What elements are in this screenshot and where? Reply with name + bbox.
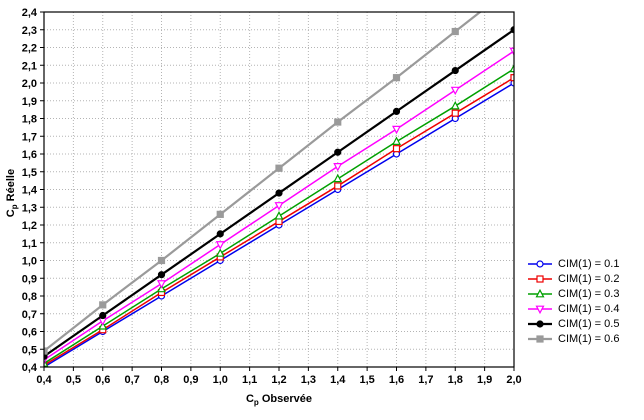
legend-item: CIM(1) = 0.4 [527,303,619,315]
y-tick-label: 2,2 [22,43,37,55]
x-tick-label: 1,6 [389,374,404,386]
legend-marker-icon [528,320,552,328]
y-tick-label: 0,5 [22,344,37,356]
legend-item: CIM(1) = 0.3 [527,288,619,300]
y-tick-label: 0,4 [22,362,38,374]
y-tick-label: 1,7 [22,131,37,143]
y-tick-label: 1,8 [22,114,37,126]
y-tick-label: 1,5 [22,167,37,179]
x-tick-label: 2,0 [506,374,521,386]
x-tick-label: 1,8 [448,374,463,386]
y-tick-label: 2,1 [22,60,37,72]
x-tick-label: 1,7 [418,374,433,386]
x-tick-label: 1,0 [213,374,228,386]
legend-label: CIM(1) = 0.6 [558,333,620,345]
series-10.4 [44,47,514,365]
series-10.5 [44,26,514,360]
legend-label: CIM(1) = 0.4 [558,303,620,315]
x-tick-label: 1,3 [301,374,316,386]
x-tick-label: 1,4 [330,374,346,386]
legend-item: CIM(1) = 0.2 [527,273,619,285]
y-axis-title: Cp Réelle [4,168,20,218]
x-tick-label: 0,9 [183,374,198,386]
y-tick-label: 0,9 [22,273,37,285]
y-tick-label: 2,3 [22,25,37,37]
series-group [44,12,514,367]
y-tick-label: 1,1 [22,238,37,250]
x-tick-label: 0,8 [154,374,169,386]
y-tick-label: 1,9 [22,96,37,108]
x-tick-label: 1,1 [242,374,257,386]
y-tick-label: 1,2 [22,220,37,232]
legend-label: CIM(1) = 0.3 [558,288,620,300]
legend-marker-icon [528,335,552,343]
legend-item: CIM(1) = 0.5 [527,318,619,330]
x-tick-label: 0,4 [36,374,52,386]
y-tick-label: 1,3 [22,202,37,214]
legend-item: CIM(1) = 0.6 [527,333,619,345]
y-tick-label: 2,0 [22,78,37,90]
x-tick-label: 0,6 [95,374,110,386]
legend-item: CIM(1) = 0.1 [527,258,619,270]
legend: CIM(1) = 0.1 CIM(1) = 0.2 CIM(1) = 0.3 CIM(… [527,258,619,345]
y-tick-label: 1,6 [22,149,37,161]
x-axis-title: Cp Observée [245,393,313,408]
legend-marker-icon [528,275,552,283]
legend-label: CIM(1) = 0.5 [558,318,620,330]
y-tick-label: 1,4 [22,185,38,197]
legend-marker-icon [528,260,552,268]
x-tick-label: 1,5 [359,374,374,386]
series-10.6 [44,12,482,355]
axis-ticks: 0,4 0,5 0,6 0,7 0,8 0,9 1,0 1,1 1,2 1,3 1,4 1,5 1,6 1… [22,7,522,386]
x-tick-label: 1,2 [271,374,286,386]
x-tick-label: 0,5 [66,374,81,386]
y-tick-label: 2,4 [22,7,38,19]
legend-marker-icon [528,305,552,315]
y-tick-label: 0,6 [22,327,37,339]
legend-label: CIM(1) = 0.1 [558,258,620,270]
series-10.3 [44,63,514,367]
legend-marker-icon [528,288,552,298]
x-tick-label: 0,7 [124,374,139,386]
legend-label: CIM(1) = 0.2 [558,273,620,285]
y-tick-label: 1,0 [22,256,37,268]
y-tick-label: 0,7 [22,309,37,321]
x-tick-label: 1,9 [477,374,492,386]
y-tick-label: 0,8 [22,291,37,303]
